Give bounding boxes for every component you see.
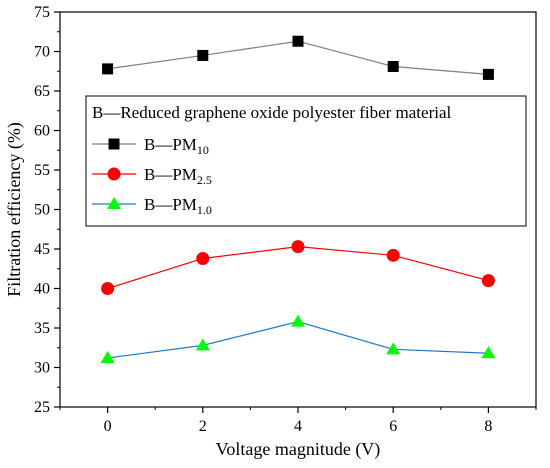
series-0 (102, 35, 494, 80)
series-line (107, 321, 489, 359)
x-tick-label: 4 (294, 418, 302, 435)
legend-swatch-marker (107, 197, 121, 209)
data-point (197, 49, 209, 61)
data-point (100, 351, 115, 364)
legend-swatch-marker (107, 167, 121, 181)
y-tick-label: 60 (34, 123, 50, 140)
y-tick-label: 40 (34, 281, 50, 298)
legend-entry: B—PM1.0 (92, 195, 212, 217)
y-tick-label: 75 (34, 4, 50, 21)
y-axis-title: Filtration efficiency (%) (4, 122, 25, 297)
series-2 (100, 314, 496, 364)
axes-layer: 25 30 35 40 45 50 55 60 65 70 75 0 2 4 6 8 (34, 4, 537, 435)
legend-label: B—PM1.0 (144, 195, 212, 217)
legend-label: B—PM2.5 (144, 165, 212, 187)
y-tick-label: 25 (34, 399, 50, 416)
data-point (481, 274, 495, 288)
y-tick-label: 30 (34, 360, 50, 377)
data-point (482, 68, 494, 80)
legend: B—Reduced graphene oxide polyester fiber… (85, 95, 527, 227)
legend-swatch-marker (108, 138, 120, 150)
data-point (291, 240, 305, 254)
x-tick-label: 0 (104, 418, 112, 435)
x-tick-label: 2 (199, 418, 207, 435)
data-point (386, 342, 401, 355)
data-point (481, 346, 496, 359)
x-axis-title: Voltage magnitude (V) (216, 439, 381, 460)
y-tick-label: 35 (34, 320, 50, 337)
legend-entry: B—PM2.5 (92, 165, 212, 187)
data-point (102, 63, 114, 75)
legend-entry: B—PM10 (92, 135, 209, 157)
data-point (292, 35, 304, 47)
data-point (387, 61, 399, 73)
y-tick-label: 65 (34, 83, 50, 100)
data-point (386, 248, 400, 262)
y-tick-label: 55 (34, 162, 50, 179)
legend-label: B—PM10 (144, 135, 209, 157)
y-tick-label: 45 (34, 241, 50, 258)
series-layer (100, 35, 496, 364)
data-point (101, 282, 115, 295)
x-tick-label: 6 (389, 418, 397, 435)
data-point (195, 338, 210, 351)
data-point (196, 251, 210, 265)
y-tick-label: 50 (34, 202, 50, 219)
series-1 (101, 240, 495, 295)
data-point (291, 314, 305, 327)
legend-title: B—Reduced graphene oxide polyester fiber… (92, 103, 452, 122)
y-tick-label: 70 (34, 44, 50, 61)
legend-box (85, 95, 527, 227)
x-tick-label: 8 (484, 418, 492, 435)
